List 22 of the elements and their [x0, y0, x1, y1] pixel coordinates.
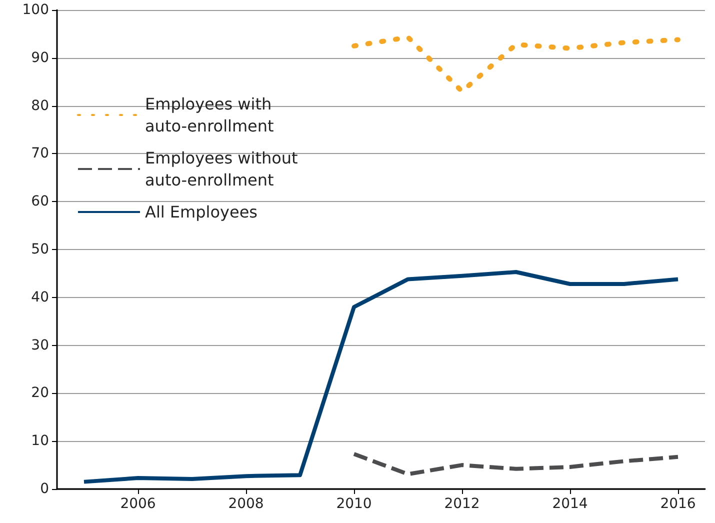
y-tick-label: 40	[31, 289, 49, 306]
y-tick-label: 90	[31, 50, 49, 66]
y-tick-label: 60	[31, 194, 49, 210]
legend-label: Employees without auto-enrollment	[145, 148, 298, 190]
x-tick-label: 2012	[444, 496, 480, 512]
x-tick-label: 2008	[228, 496, 264, 512]
legend-label: All Employees	[145, 202, 258, 222]
x-tick-label: 2016	[660, 496, 696, 512]
y-tick-label: 80	[31, 98, 49, 114]
y-tick-label: 0	[40, 481, 49, 497]
y-tick-label: 30	[31, 337, 49, 354]
x-tick-label: 2006	[120, 496, 156, 512]
x-tick-label: 2010	[336, 496, 372, 512]
y-tick-label: 70	[31, 146, 49, 162]
y-tick-label: 10	[31, 433, 49, 450]
legend-label: Employees with auto-enrollment	[145, 94, 274, 136]
line-series	[352, 452, 680, 476]
line-series	[82, 270, 680, 484]
y-tick-label: 50	[31, 242, 49, 258]
y-tick-label: 20	[31, 385, 49, 402]
y-tick-label: 100	[22, 2, 49, 18]
x-tick-label: 2014	[552, 496, 588, 512]
